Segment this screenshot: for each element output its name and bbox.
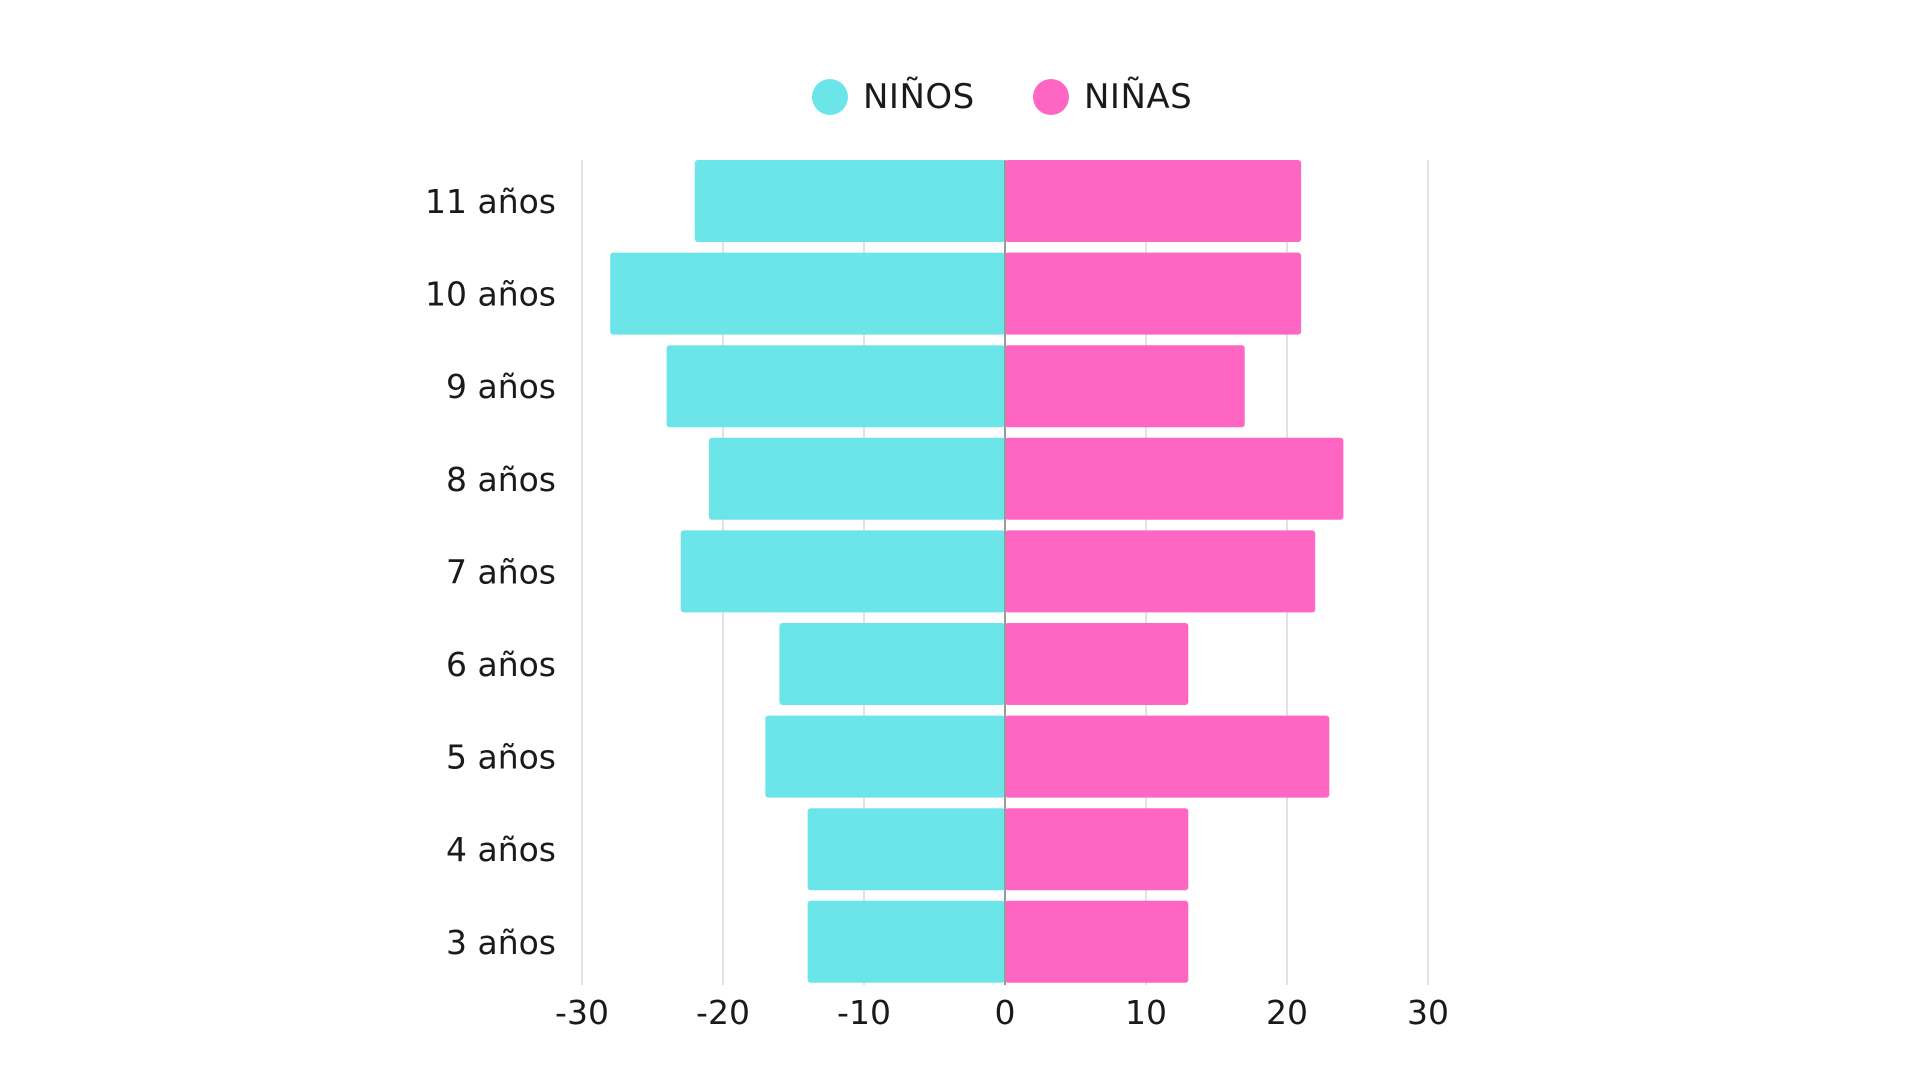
y-tick-label: 4 años — [446, 830, 556, 869]
x-tick-label: -30 — [555, 993, 609, 1032]
legend-item-ninas: NIÑAS — [1033, 72, 1192, 122]
bar-ninos — [807, 808, 1005, 891]
y-axis-labels: 11 años 10 años 9 años 8 años 7 años 6 años 5 … — [425, 182, 556, 962]
legend-swatch-ninas — [1033, 79, 1069, 115]
bar-ninas — [1005, 345, 1245, 428]
y-tick-label: 8 años — [446, 460, 556, 499]
y-tick-label: 6 años — [446, 645, 556, 684]
bar-ninas — [1005, 160, 1302, 242]
chart-legend: NIÑOS NIÑAS — [0, 72, 1920, 122]
bar-ninos — [680, 530, 1005, 613]
x-axis-labels: -30 -20 -10 0 10 20 30 — [555, 993, 1449, 1032]
bar-ninos — [807, 900, 1005, 983]
bar-ninas — [1005, 437, 1344, 520]
bar-ninas — [1005, 252, 1302, 335]
y-tick-label: 3 años — [446, 923, 556, 962]
bar-ninos — [694, 160, 1005, 242]
legend-label-ninas: NIÑAS — [1084, 77, 1193, 117]
y-tick-label: 9 años — [446, 367, 556, 406]
bar-ninos — [765, 715, 1005, 798]
y-tick-label: 5 años — [446, 738, 556, 777]
x-tick-label: -10 — [837, 993, 891, 1032]
bar-ninos — [666, 345, 1005, 428]
bar-ninas — [1005, 530, 1316, 613]
x-tick-label: -20 — [696, 993, 750, 1032]
bar-ninas — [1005, 900, 1189, 983]
bar-ninos — [779, 623, 1005, 705]
bars — [610, 160, 1344, 983]
bar-ninas — [1005, 715, 1330, 798]
x-tick-label: 20 — [1266, 993, 1308, 1032]
legend-item-ninos: NIÑOS — [812, 72, 975, 122]
y-tick-label: 10 años — [425, 275, 556, 314]
y-tick-label: 7 años — [446, 552, 556, 591]
legend-swatch-ninos — [812, 79, 848, 115]
bar-ninas — [1005, 623, 1189, 705]
y-tick-label: 11 años — [425, 182, 556, 221]
x-tick-label: 10 — [1125, 993, 1167, 1032]
legend-label-ninos: NIÑOS — [863, 77, 975, 117]
x-tick-label: 0 — [995, 993, 1016, 1032]
bar-ninos — [708, 437, 1005, 520]
x-tick-label: 30 — [1407, 993, 1449, 1032]
bar-ninas — [1005, 808, 1189, 891]
bar-ninos — [610, 252, 1005, 335]
